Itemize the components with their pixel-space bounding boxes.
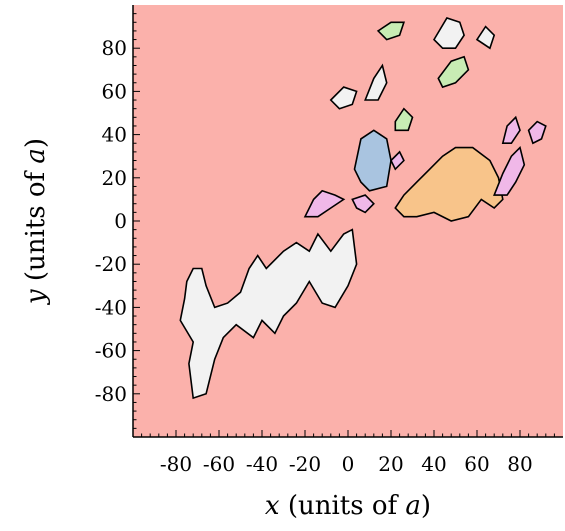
domain-2 [303,189,346,218]
x-tick-label: 0 [342,452,355,476]
y-axis-label-unit: a [21,148,51,164]
domain-15 [437,55,470,89]
x-tick-label: -20 [289,452,321,476]
x-axis-label-close: ) [421,491,431,521]
domain-7 [493,146,526,196]
domain-1 [179,228,358,400]
y-axis-label-rest: (units of [21,164,51,290]
x-tick-label: 60 [464,452,489,476]
domain-11 [364,63,388,101]
y-tick-label: -20 [95,252,127,276]
y-tick-label: 0 [114,209,127,233]
domain-12 [394,107,414,132]
y-tick-label: 80 [102,36,127,60]
y-axis-label: y (units of a) [21,138,51,305]
x-tick-label: -40 [246,452,278,476]
domain-9 [501,115,521,144]
x-axis-label-rest: (units of [280,491,406,521]
y-tick-label: -60 [95,339,127,363]
y-axis-label-close: ) [21,138,51,148]
domain-16 [475,25,496,50]
domain-3 [351,194,375,214]
x-tick-label: -80 [160,452,192,476]
domain-10 [329,86,358,110]
x-axis-label-unit: a [405,491,421,521]
x-axis-label: x (units of a) [265,491,431,521]
y-axis-label-var: y [21,289,51,305]
y-tick-label: 20 [102,166,127,190]
domain-8 [527,120,547,145]
y-tick-label: 40 [102,123,127,147]
x-axis: -80 -60 -40 -20 0 20 40 60 80 [141,430,555,476]
x-tick-label: 40 [421,452,446,476]
x-tick-label: -60 [203,452,235,476]
y-axis: -80 -60 -40 -20 0 20 40 60 80 [95,13,140,429]
x-tick-label: 80 [507,452,532,476]
domain-13 [376,21,406,41]
domain-5 [390,150,405,171]
y-tick-label: 60 [102,79,127,103]
y-tick-label: -80 [95,382,127,406]
x-axis-label-var: x [265,491,280,521]
y-tick-label: -40 [95,295,127,319]
domain-14 [432,17,465,50]
domains-layer [179,17,547,400]
x-tick-label: 20 [378,452,403,476]
